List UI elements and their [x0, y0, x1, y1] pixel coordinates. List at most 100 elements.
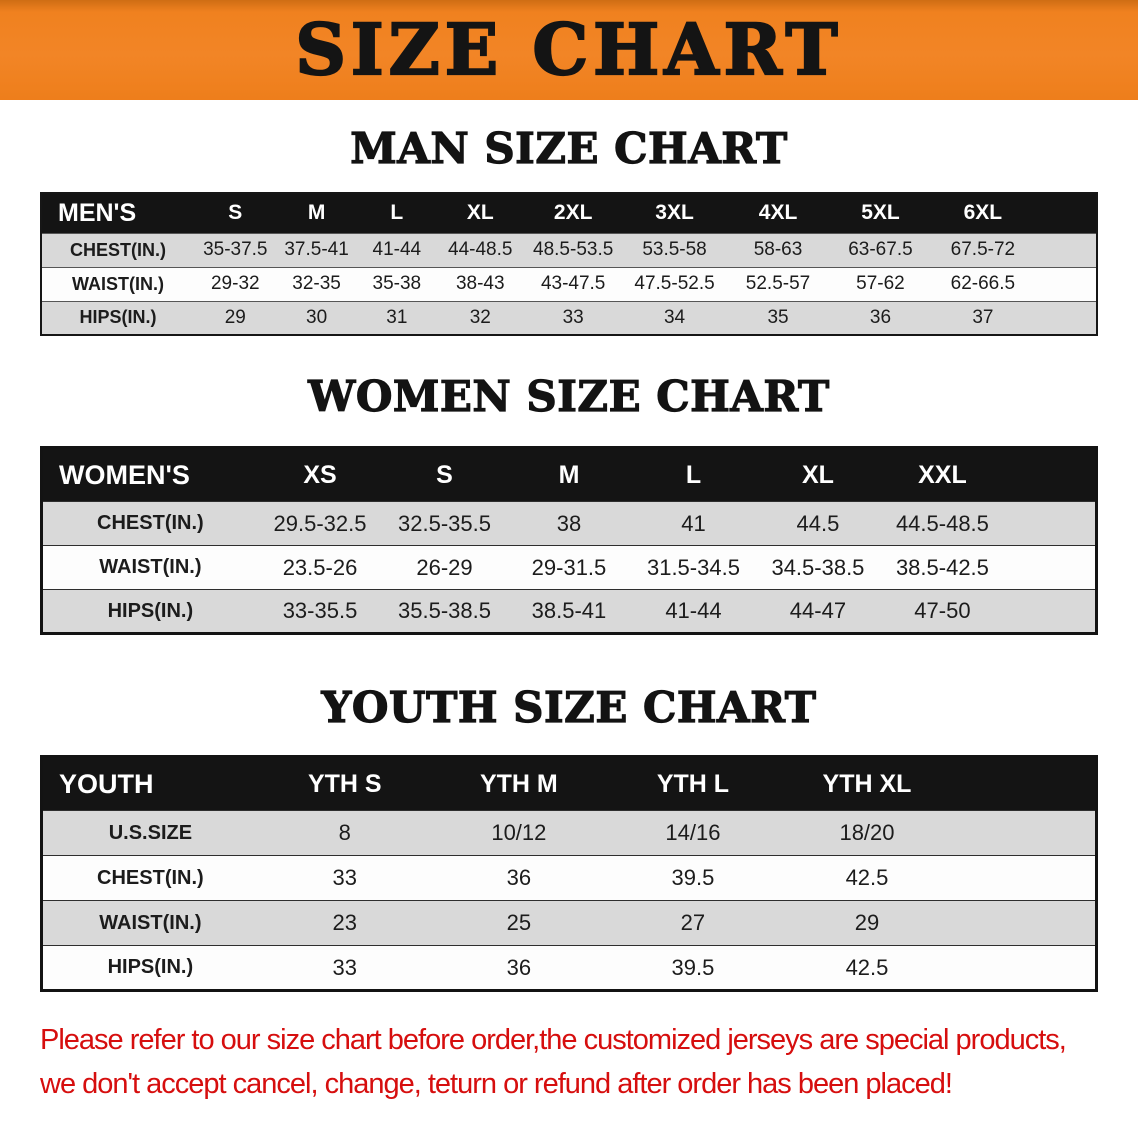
banner: SIZE CHART	[0, 0, 1138, 100]
column-header-cell: YTH L	[605, 756, 780, 811]
row-label-cell: CHEST(IN.)	[41, 501, 258, 546]
spacer-cell	[954, 855, 1097, 901]
size-value-cell: 23.5-26	[257, 545, 383, 590]
size-value-cell: 43-47.5	[523, 266, 623, 301]
column-header-cell: XXL	[880, 447, 1005, 502]
column-header-cell: M	[506, 447, 632, 502]
size-value-cell: 41-44	[356, 232, 437, 267]
column-header-cell: WOMEN'S	[41, 447, 258, 502]
size-value-cell: 47.5-52.5	[622, 266, 727, 301]
size-value-cell: 25	[431, 900, 606, 946]
row-label-cell: WAIST(IN.)	[41, 266, 195, 301]
row-chest: CHEST(IN.) 33 36 39.5 42.5	[41, 855, 1097, 901]
column-header-cell: S	[194, 193, 277, 233]
size-value-cell: 35-37.5	[194, 232, 277, 267]
size-value-cell: 38-43	[436, 266, 524, 301]
column-header-cell: 3XL	[622, 193, 727, 233]
size-value-cell: 32-35	[276, 266, 357, 301]
row-chest: CHEST(IN.) 35-37.5 37.5-41 41-44 44-48.5…	[41, 232, 1097, 267]
row-label-cell: HIPS(IN.)	[41, 300, 195, 335]
size-value-cell: 67.5-72	[931, 232, 1035, 267]
men-header-row: MEN'S S M L XL 2XL 3XL 4XL 5XL 6XL	[41, 193, 1097, 233]
row-label-cell: CHEST(IN.)	[41, 855, 258, 901]
row-hips: HIPS(IN.) 29 30 31 32 33 34 35 36 37	[41, 300, 1097, 335]
spacer-cell	[1004, 589, 1097, 634]
size-value-cell: 32	[436, 300, 524, 335]
size-value-cell: 27	[605, 900, 780, 946]
size-value-cell: 35-38	[356, 266, 437, 301]
size-value-cell: 57-62	[829, 266, 932, 301]
size-value-cell: 44-47	[755, 589, 881, 634]
size-value-cell: 33	[257, 945, 432, 991]
size-value-cell: 29-32	[194, 266, 277, 301]
spacer-cell	[954, 810, 1097, 856]
disclaimer-line-2: we don't accept cancel, change, teturn o…	[40, 1068, 953, 1101]
size-value-cell: 44.5-48.5	[880, 501, 1005, 546]
size-value-cell: 31.5-34.5	[631, 545, 756, 590]
size-value-cell: 8	[257, 810, 432, 856]
row-label-cell: HIPS(IN.)	[41, 945, 258, 991]
size-value-cell: 44.5	[755, 501, 881, 546]
men-section-heading: MAN SIZE CHART	[350, 124, 788, 173]
women-header-row: WOMEN'S XS S M L XL XXL	[41, 447, 1097, 502]
spacer-cell	[954, 945, 1097, 991]
size-value-cell: 38.5-41	[506, 589, 632, 634]
spacer-cell	[1004, 545, 1097, 590]
size-value-cell: 41-44	[631, 589, 756, 634]
row-chest: CHEST(IN.) 29.5-32.5 32.5-35.5 38 41 44.…	[41, 501, 1097, 546]
size-value-cell: 29.5-32.5	[257, 501, 383, 546]
column-header-cell: XL	[755, 447, 881, 502]
size-value-cell: 10/12	[431, 810, 606, 856]
size-value-cell: 29-31.5	[506, 545, 632, 590]
size-value-cell: 58-63	[726, 232, 830, 267]
row-waist: WAIST(IN.) 23 25 27 29	[41, 900, 1097, 946]
column-header-cell: M	[276, 193, 357, 233]
size-value-cell: 39.5	[605, 945, 780, 991]
spacer-cell	[1004, 501, 1097, 546]
disclaimer-line-1: Please refer to our size chart before or…	[40, 1024, 1067, 1056]
size-value-cell: 62-66.5	[931, 266, 1035, 301]
column-header-cell: YTH XL	[779, 756, 955, 811]
row-hips: HIPS(IN.) 33-35.5 35.5-38.5 38.5-41 41-4…	[41, 589, 1097, 634]
size-value-cell: 18/20	[779, 810, 955, 856]
women-size-table: WOMEN'S XS S M L XL XXL CHEST(IN.) 29.5-…	[40, 446, 1098, 635]
women-section-heading: WOMEN SIZE CHART	[308, 372, 830, 421]
size-value-cell: 33	[257, 855, 432, 901]
size-value-cell: 39.5	[605, 855, 780, 901]
column-header-cell: XS	[257, 447, 383, 502]
column-header-cell: 5XL	[829, 193, 932, 233]
size-value-cell: 36	[431, 945, 606, 991]
size-value-cell: 23	[257, 900, 432, 946]
size-value-cell: 48.5-53.5	[523, 232, 623, 267]
spacer-cell	[1034, 193, 1097, 233]
column-header-cell: 6XL	[931, 193, 1035, 233]
size-value-cell: 52.5-57	[726, 266, 830, 301]
youth-section-heading: YOUTH SIZE CHART	[321, 683, 817, 732]
size-value-cell: 37.5-41	[276, 232, 357, 267]
column-header-cell: XL	[436, 193, 524, 233]
size-value-cell: 31	[356, 300, 437, 335]
size-value-cell: 35	[726, 300, 830, 335]
size-value-cell: 47-50	[880, 589, 1005, 634]
column-header-cell: L	[356, 193, 437, 233]
spacer-cell	[1004, 447, 1097, 502]
size-value-cell: 35.5-38.5	[382, 589, 507, 634]
youth-header-row: YOUTH YTH S YTH M YTH L YTH XL	[41, 756, 1097, 811]
size-value-cell: 38	[506, 501, 632, 546]
disclaimer-note: Please refer to our size chart before or…	[40, 1018, 1114, 1106]
column-header-cell: S	[382, 447, 507, 502]
size-value-cell: 26-29	[382, 545, 507, 590]
size-value-cell: 63-67.5	[829, 232, 932, 267]
size-value-cell: 34.5-38.5	[755, 545, 881, 590]
row-label-cell: HIPS(IN.)	[41, 589, 258, 634]
size-value-cell: 42.5	[779, 855, 955, 901]
column-header-cell: YTH M	[431, 756, 606, 811]
column-header-cell: 2XL	[523, 193, 623, 233]
size-value-cell: 34	[622, 300, 727, 335]
spacer-cell	[1034, 232, 1097, 267]
banner-title: SIZE CHART	[294, 7, 843, 92]
size-value-cell: 29	[779, 900, 955, 946]
size-value-cell: 37	[931, 300, 1035, 335]
size-value-cell: 42.5	[779, 945, 955, 991]
